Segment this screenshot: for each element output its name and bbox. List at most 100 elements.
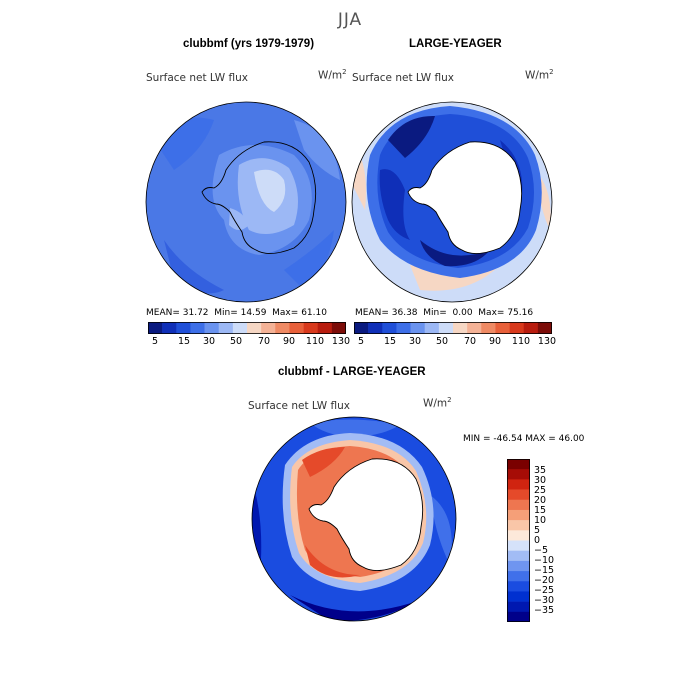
colorbar-right [354,322,552,334]
colorbar-tick: 50 [229,336,243,347]
colorbar-diff [507,459,530,622]
colorbar-swatch [247,322,262,334]
colorbar-tick: −5 [534,545,549,556]
colorbar-swatch [289,322,304,334]
colorbar-diff-ticks: 35 30 25 20 15 10 5 0 −5 −10 −15 −20 −25… [534,459,574,629]
field-patch [420,240,490,267]
field-patch [284,230,334,290]
colorbar-swatch [507,560,530,572]
field-patch [305,545,360,578]
colorbar-swatch [507,540,530,551]
colorbar-tick: 5 [151,336,159,347]
panel-left-title: clubbmf (yrs 1979-1979) [183,38,315,50]
map-diff-border [251,416,457,622]
field-patch [379,169,410,240]
panel-diff-units: W/m2 [423,396,452,410]
colorbar-swatch [507,591,530,602]
colorbar-swatch [507,459,530,470]
colorbar-swatch [467,322,482,334]
colorbar-tick: 90 [282,336,296,347]
colorbar-tick: 130 [331,336,351,347]
colorbar-tick: 30 [202,336,216,347]
colorbar-swatch [331,322,346,334]
colorbar-border [148,322,346,334]
colorbar-tick: −25 [534,585,555,596]
colorbar-swatch [162,322,177,334]
colorbar-tick: −15 [534,565,555,576]
field-patch [290,595,420,621]
map-right-border [351,101,553,303]
colorbar-swatch [507,489,530,501]
colorbar-swatch [537,322,552,334]
field-patch [388,115,435,158]
panel-right-stats: MEAN= 36.38 Min= 0.00 Max= 75.16 [355,308,534,318]
colorbar-swatch [261,322,276,334]
colorbar-swatch [303,322,319,334]
field-patch [294,120,340,180]
panel-right-units: W/m2 [525,68,554,82]
colorbar-swatch [507,530,530,541]
field-patch [302,447,345,477]
colorbar-tick: 0 [534,535,541,546]
colorbar-swatch [507,469,530,480]
colorbar-swatch [438,322,454,334]
colorbar-tick: 30 [534,475,547,486]
colorbar-border [507,459,530,622]
colorbar-right-ticks: 5 15 30 50 70 90 110 130 [354,336,556,350]
colorbar-tick: 90 [488,336,502,347]
colorbar-tick: 15 [177,336,191,347]
antarctica-land [408,141,522,254]
colorbar-tick: 50 [435,336,449,347]
colorbar-swatch [275,322,290,334]
colorbar-swatch [453,322,468,334]
colorbar-tick: 30 [408,336,422,347]
panel-right-title: LARGE-YEAGER [409,38,502,50]
colorbar-swatch [382,322,397,334]
colorbar-swatch [148,322,163,334]
colorbar-swatch [176,322,191,334]
antarctica-coastline [201,141,317,254]
colorbar-swatch [190,322,205,334]
colorbar-border [354,322,552,334]
colorbar-swatch [368,322,383,334]
field-patch [229,208,249,230]
colorbar-left-ticks: 5 15 30 50 70 90 110 130 [148,336,350,350]
map-left-border [145,101,347,303]
antarctica-coastline [308,458,424,571]
colorbar-swatch [507,520,530,531]
colorbar-tick: −20 [534,575,555,586]
colorbar-swatch [507,499,530,511]
colorbar-swatch [507,601,530,613]
colorbar-swatch [232,322,248,334]
field-patch [430,495,452,565]
colorbar-swatch [507,581,530,592]
colorbar-tick: −10 [534,555,555,566]
colorbar-tick: 70 [463,336,477,347]
colorbar-swatch [410,322,426,334]
colorbar-swatch [354,322,369,334]
colorbar-swatch [507,611,530,622]
colorbar-swatch [507,571,530,582]
colorbar-tick: 110 [511,336,531,347]
panel-diff-stats: MIN = -46.54 MAX = 46.00 [463,434,585,444]
colorbar-swatch [481,322,496,334]
colorbar-swatch [204,322,220,334]
colorbar-swatch [523,322,539,334]
colorbar-tick: 10 [534,515,547,526]
colorbar-swatch [507,509,530,521]
panel-left-stats: MEAN= 31.72 Min= 14.59 Max= 61.10 [146,308,327,318]
colorbar-swatch [317,322,333,334]
colorbar-tick: −35 [534,605,555,616]
map-diff [251,416,457,622]
panel-left-units: W/m2 [318,68,347,82]
colorbar-swatch [424,322,440,334]
panel-left-variable: Surface net LW flux [146,72,248,84]
season-title: JJA [337,10,363,30]
colorbar-tick: 25 [534,485,547,496]
colorbar-tick: 15 [534,505,547,516]
colorbar-tick: 130 [537,336,557,347]
colorbar-swatch [507,479,530,490]
colorbar-tick: 5 [534,525,541,536]
colorbar-swatch [218,322,234,334]
colorbar-tick: 5 [357,336,365,347]
